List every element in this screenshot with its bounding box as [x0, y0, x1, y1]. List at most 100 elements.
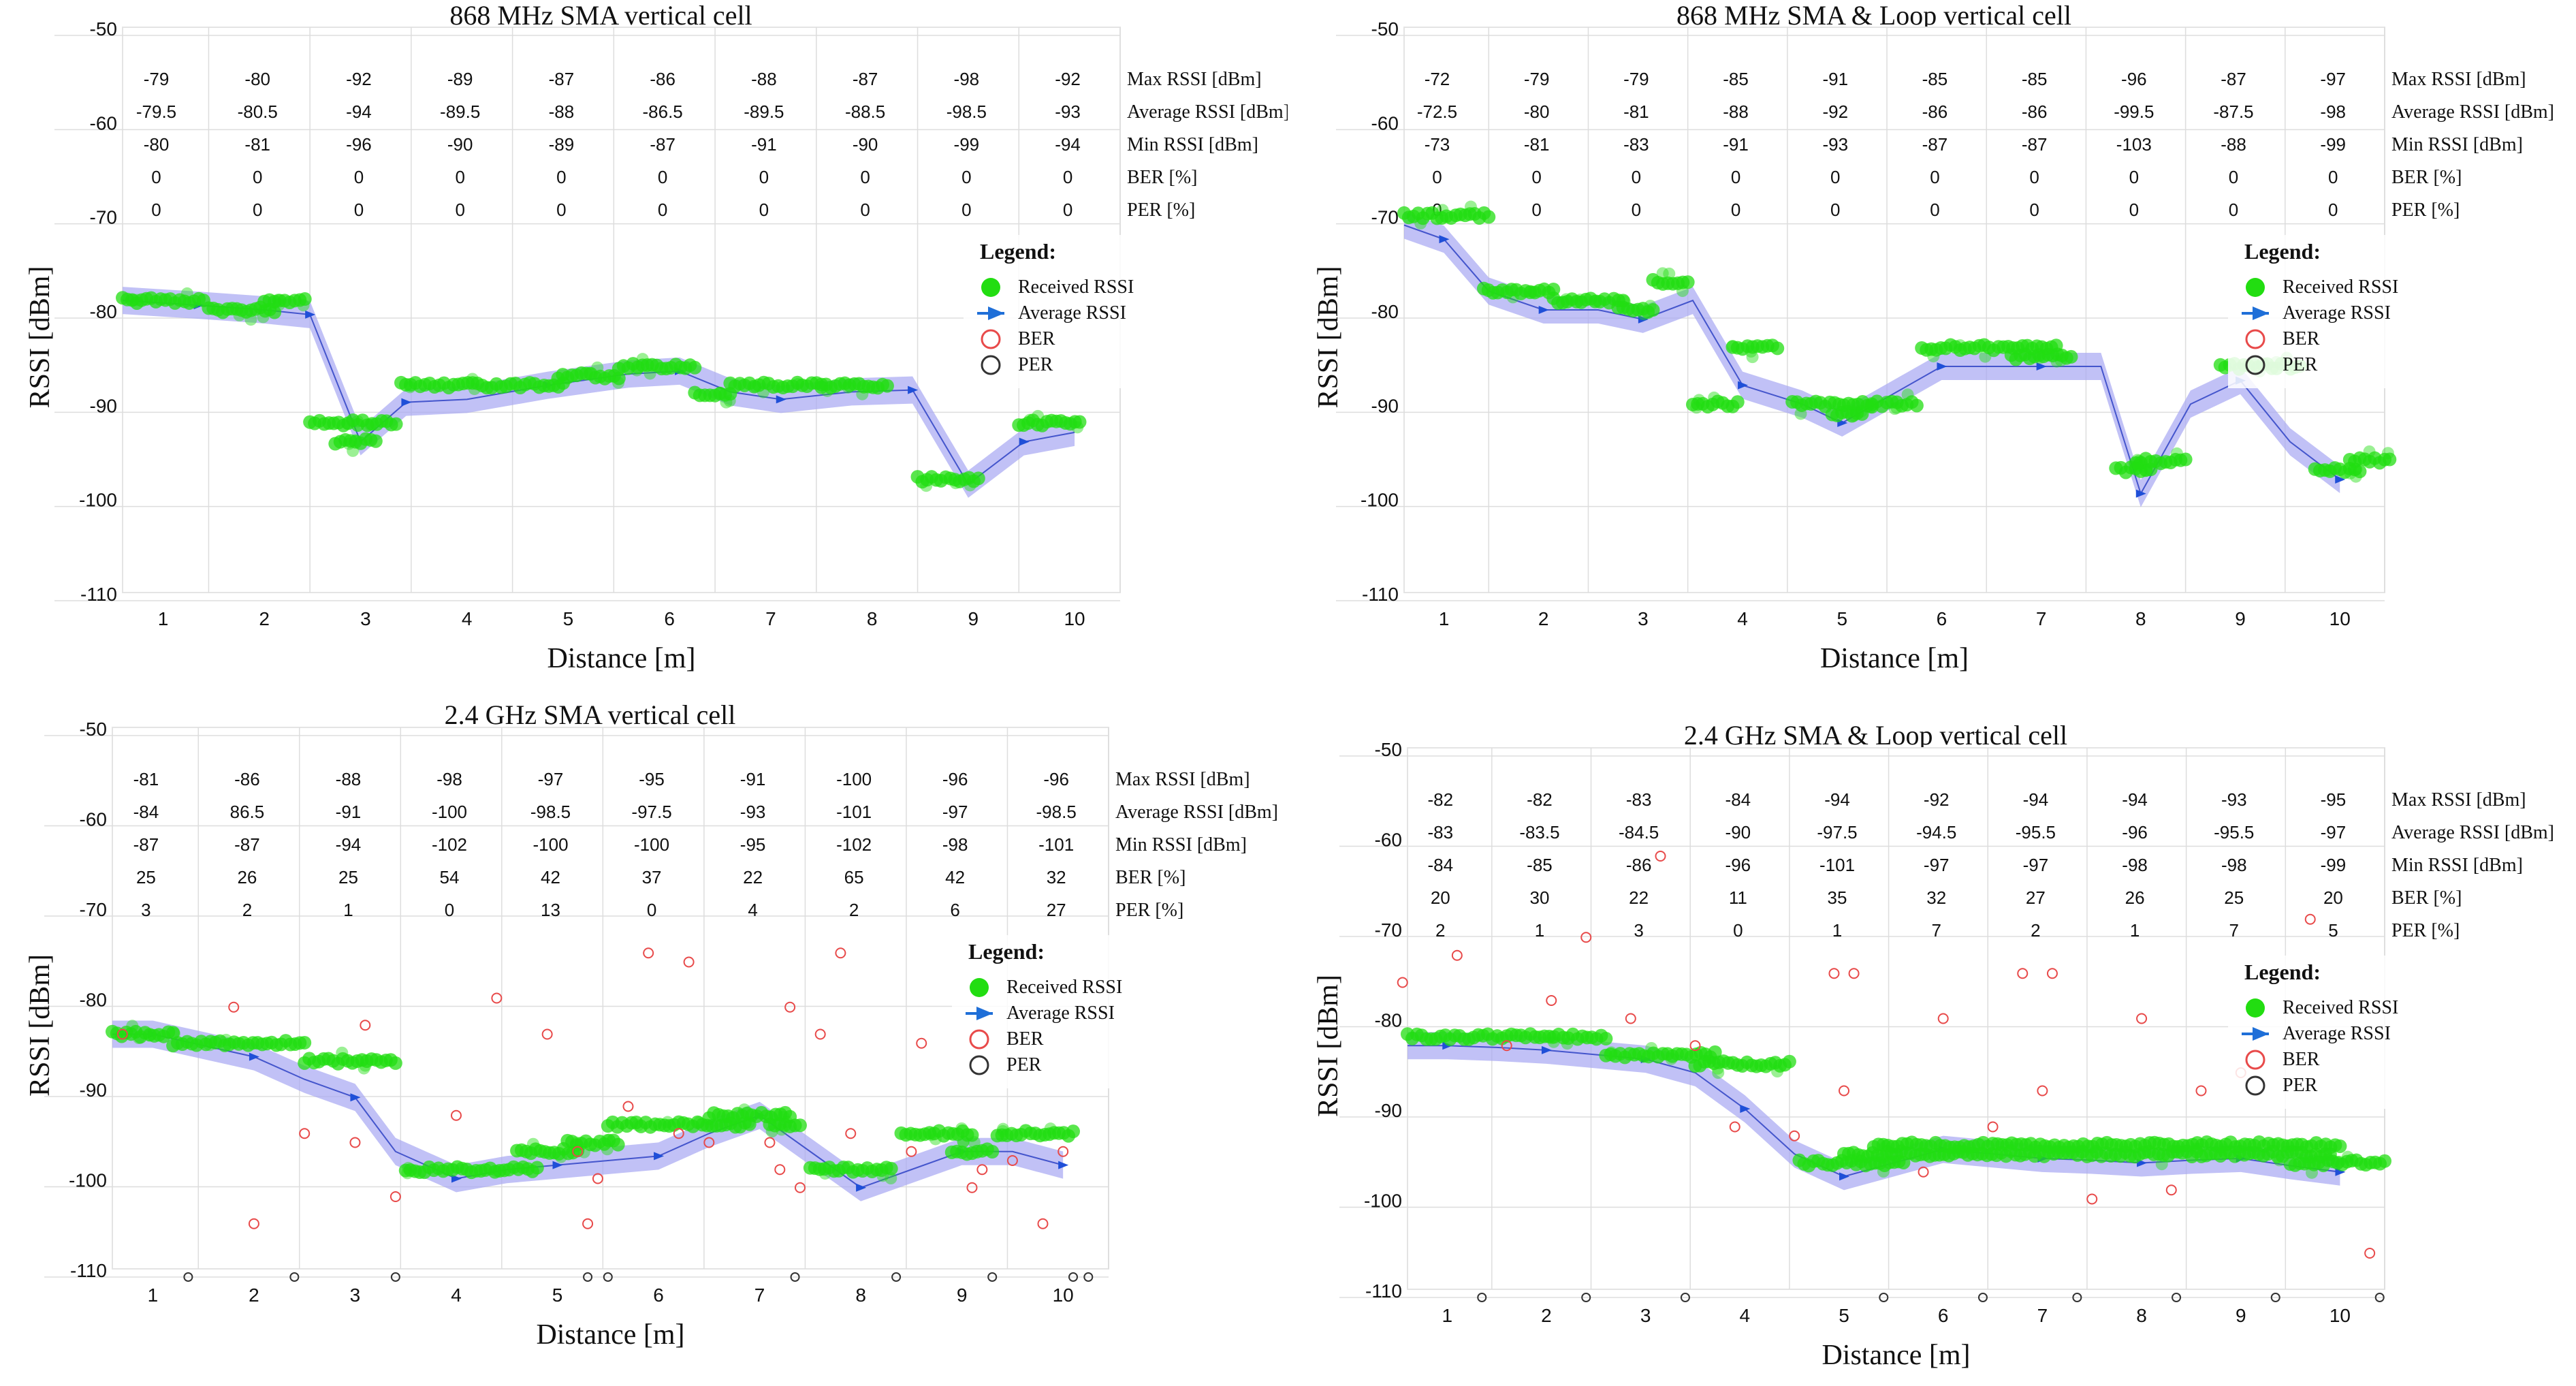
received-rssi-point — [688, 361, 701, 375]
table-cell: 0 — [1632, 167, 1641, 187]
x-axis-label: Distance [m] — [1820, 643, 1969, 674]
table-cell: -98.5 — [947, 101, 987, 122]
table-cell: 30 — [1529, 887, 1549, 908]
y-axis-label: RSSI [dBm] — [1313, 975, 1344, 1117]
received-rssi-point — [359, 1059, 371, 1071]
table-cell: 22 — [743, 867, 763, 887]
table-cell: -94 — [336, 834, 362, 855]
received-rssi-point — [1902, 388, 1914, 400]
x-tick-label: 8 — [855, 1285, 866, 1306]
received-rssi-point — [389, 418, 403, 431]
table-cell: -101 — [836, 802, 872, 822]
table-cell: -88 — [549, 101, 575, 122]
table-cell: -99 — [954, 134, 980, 155]
table-cell: -97.5 — [631, 802, 671, 822]
chart-title: 2.4 GHz SMA & Loop vertical cell — [1684, 720, 2067, 751]
table-cell: -94.5 — [1916, 822, 1956, 842]
table-row-label: BER [%] — [2391, 887, 2462, 909]
table-cell: -86 — [234, 769, 260, 789]
received-rssi-point — [632, 1119, 644, 1131]
table-cell: 0 — [253, 200, 262, 220]
received-rssi-point — [1665, 1053, 1677, 1065]
received-rssi-point — [1590, 294, 1602, 306]
table-row-label: Max RSSI [dBm] — [1115, 769, 1250, 790]
table-cell: 0 — [759, 167, 769, 187]
table-cell: -91 — [751, 134, 777, 155]
table-cell: 26 — [237, 867, 257, 887]
received-rssi-point — [1731, 395, 1745, 409]
received-rssi-point — [181, 287, 193, 300]
table-cell: 5 — [2328, 920, 2338, 941]
received-rssi-point — [780, 1116, 793, 1128]
table-cell: -79.5 — [136, 101, 176, 122]
received-rssi-point — [612, 377, 624, 389]
received-rssi-point — [2171, 447, 2183, 460]
chart-panel-24-sma-loop: 2.4 GHz SMA & Loop vertical cell -50 -60 -7… — [1288, 693, 2576, 1386]
x-tick-label: 10 — [2329, 608, 2351, 629]
table-cell: 0 — [2328, 167, 2338, 187]
x-axis-label: Distance [m] — [1822, 1340, 1970, 1371]
received-rssi-point — [1676, 285, 1689, 297]
table-cell: -101 — [1038, 834, 1074, 855]
table-cell: -90 — [853, 134, 878, 155]
table-cell: -91 — [1723, 134, 1749, 155]
x-tick-label: 4 — [1737, 608, 1748, 629]
table-cell: -98 — [942, 834, 968, 855]
table-cell: -87 — [853, 69, 878, 89]
x-tick-label: 7 — [765, 608, 776, 629]
table-cell: -93 — [1055, 101, 1081, 122]
table-cell: 1 — [343, 900, 353, 920]
table-cell: -97 — [538, 769, 564, 789]
table-cell: -88 — [1723, 101, 1749, 122]
received-rssi-point — [1979, 351, 1991, 363]
table-cell: -94 — [2122, 789, 2148, 810]
received-rssi-point — [1032, 410, 1044, 422]
x-tick-label: 7 — [2036, 608, 2047, 629]
received-rssi-point — [1890, 402, 1903, 414]
received-rssi-point — [220, 1034, 232, 1046]
received-rssi-point — [336, 1047, 348, 1059]
x-tick-label: 2 — [249, 1285, 259, 1306]
table-cell: 11 — [1729, 887, 1747, 908]
table-cell: -88.5 — [845, 101, 885, 122]
table-cell: -80 — [244, 69, 270, 89]
received-rssi-point — [527, 1138, 539, 1150]
chart-panel-868-sma: 868 MHz SMA vertical cell -50 -60 -70 -80 -90… — [0, 0, 1288, 693]
x-tick-label: 3 — [350, 1285, 361, 1306]
table-row-label: Average RSSI [dBm] — [2391, 101, 2554, 123]
received-rssi-point — [714, 387, 726, 399]
table-cell: -94 — [346, 101, 372, 122]
table-cell: 0 — [354, 167, 364, 187]
chart-svg-868-sma: 868 MHz SMA vertical cell -50 -60 -70 -80 -90… — [0, 0, 1288, 693]
legend-received-label: Received RSSI — [2283, 277, 2398, 298]
table-cell: 2 — [2031, 920, 2040, 941]
y-tick-label: -60 — [80, 809, 107, 830]
table-cell: -87.5 — [2213, 101, 2253, 122]
table-cell: 0 — [253, 167, 262, 187]
table-cell: -96 — [1043, 769, 1069, 789]
received-rssi-point — [1605, 1046, 1617, 1058]
received-rssi-point — [530, 1161, 544, 1174]
table-cell: -81 — [1524, 134, 1550, 155]
legend-title: Legend: — [980, 239, 1056, 264]
table-cell: -86 — [650, 69, 675, 89]
received-rssi-point — [757, 386, 769, 398]
table-cell: -100 — [836, 769, 872, 789]
x-tick-label: 6 — [664, 608, 675, 629]
table-cell: 0 — [2029, 200, 2039, 220]
received-rssi-point — [1645, 1042, 1657, 1054]
table-cell: -90 — [1726, 822, 1751, 842]
received-rssi-point — [404, 381, 416, 393]
table-cell: 0 — [961, 167, 971, 187]
table-cell: -97.5 — [1817, 822, 1857, 842]
received-rssi-point — [2350, 463, 2362, 475]
y-tick-label: -50 — [90, 18, 117, 40]
table-cell: 65 — [844, 867, 864, 887]
legend-average-label: Average RSSI — [1006, 1003, 1115, 1024]
received-rssi-point — [2378, 1154, 2391, 1168]
received-rssi-point — [369, 435, 383, 448]
table-cell: -72.5 — [1417, 101, 1457, 122]
y-tick-label: -100 — [1361, 490, 1399, 511]
x-tick-label: 6 — [1937, 608, 1947, 629]
legend-per-label: PER — [2283, 1075, 2318, 1096]
